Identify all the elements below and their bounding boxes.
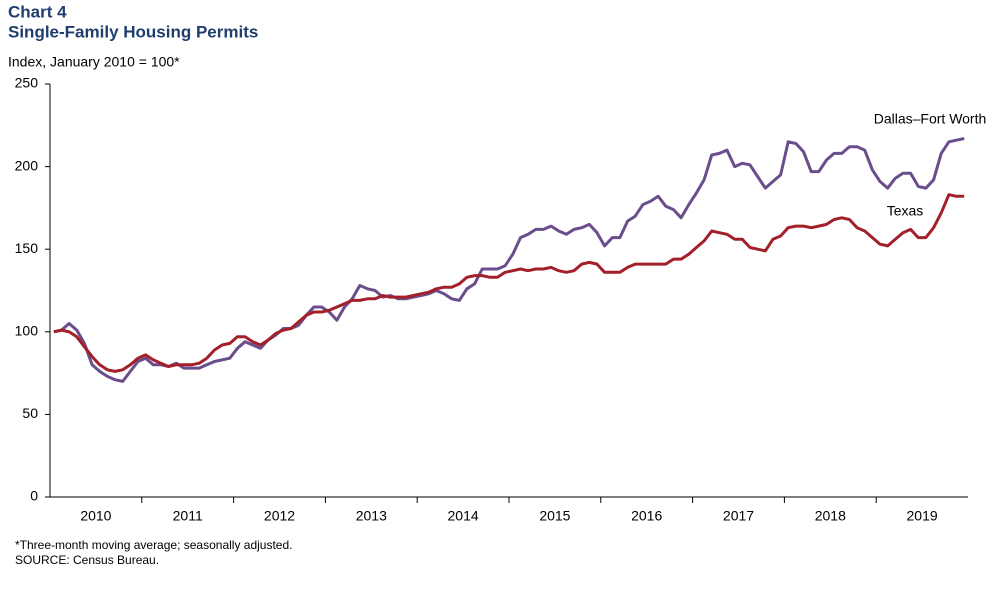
y-tick-label: 50 (22, 405, 38, 421)
series-label: Dallas–Fort Worth (874, 111, 987, 127)
x-tick-label: 2017 (723, 508, 754, 524)
x-tick-label: 2011 (173, 508, 203, 524)
series-label: Texas (887, 203, 924, 219)
y-tick-label: 100 (15, 323, 39, 339)
source: SOURCE: Census Bureau. (15, 553, 159, 567)
x-tick-label: 2016 (631, 508, 662, 524)
series-line (53, 137, 965, 383)
y-tick-label: 250 (15, 75, 39, 91)
x-tick-label: 2015 (539, 508, 570, 524)
x-tick-label: 2014 (448, 508, 479, 524)
x-tick-label: 2019 (907, 508, 938, 524)
x-tick-label: 2012 (264, 508, 295, 524)
x-tick-label: 2010 (80, 508, 111, 524)
series-line (53, 193, 965, 373)
y-tick-label: 0 (30, 488, 38, 504)
x-tick-label: 2018 (815, 508, 846, 524)
footnote: *Three-month moving average; seasonally … (15, 538, 293, 552)
y-tick-label: 150 (15, 240, 39, 256)
chart-title: Single-Family Housing Permits (8, 22, 258, 41)
chart-label: Chart 4 (8, 2, 67, 21)
y-tick-label: 200 (15, 157, 39, 173)
x-tick-label: 2013 (356, 508, 387, 524)
y-axis-label: Index, January 2010 = 100* (8, 54, 180, 70)
